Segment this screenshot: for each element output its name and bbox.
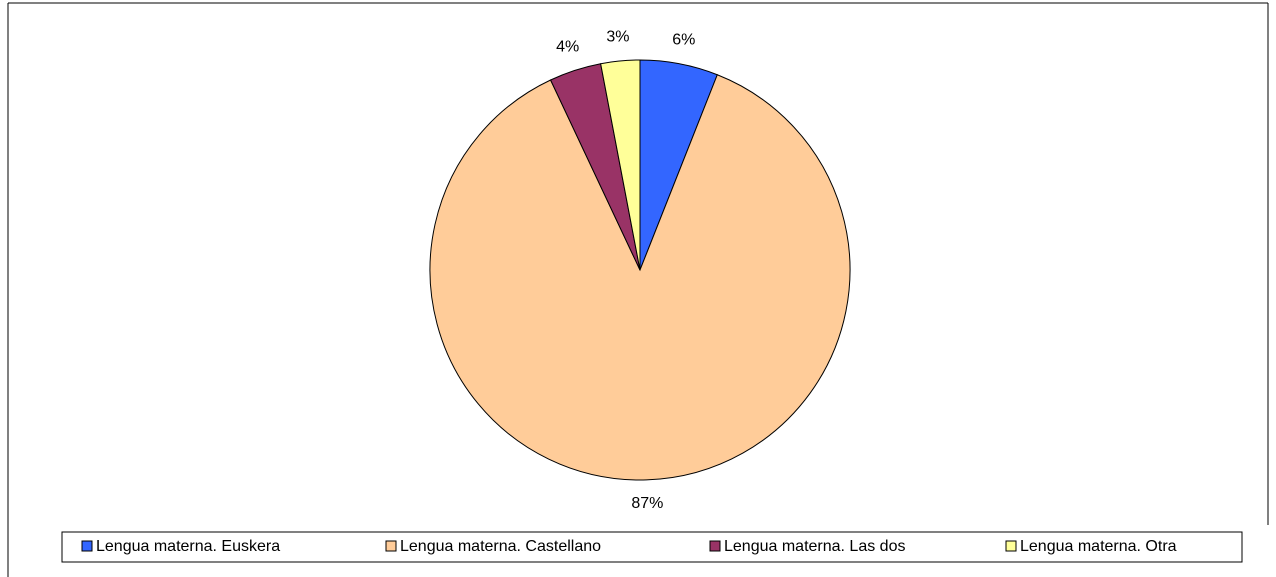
legend-label: Lengua materna. Otra (1020, 538, 1177, 555)
legend-label: Lengua materna. Euskera (96, 538, 280, 555)
data-label: 87% (631, 495, 663, 512)
legend-label: Lengua materna. Castellano (400, 538, 601, 555)
legend-box (61, 531, 1243, 563)
legend-swatch (1005, 540, 1017, 552)
data-label: 4% (556, 39, 579, 56)
legend-swatch (385, 540, 397, 552)
pie-slice (429, 74, 851, 481)
legend-swatch (709, 540, 721, 552)
pie-slice (600, 59, 641, 271)
legend-swatch (81, 540, 93, 552)
data-label: 6% (672, 31, 695, 48)
legend-label: Lengua materna. Las dos (724, 538, 905, 555)
data-label: 3% (606, 28, 629, 45)
